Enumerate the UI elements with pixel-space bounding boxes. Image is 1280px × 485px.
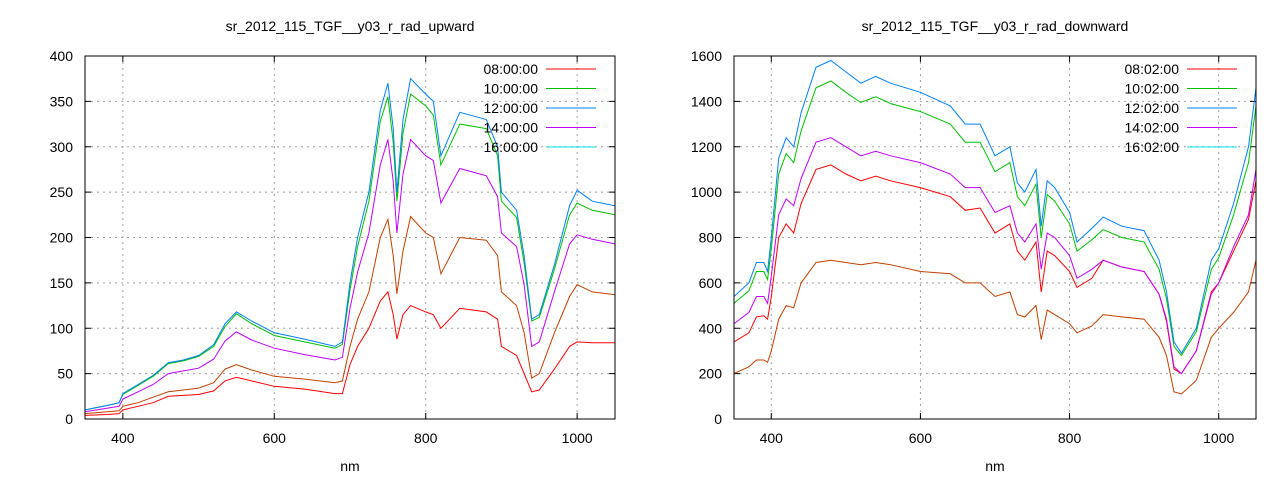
y-tick-label: 250 (50, 184, 74, 200)
y-tick-label: 150 (50, 275, 74, 291)
legend-label: 08:02:00 (1125, 61, 1180, 77)
y-tick-label: 50 (57, 366, 73, 382)
legend-label: 10:00:00 (484, 81, 539, 97)
series-line-10-02-00 (734, 80, 1256, 357)
plot-1: sr_2012_115_TGF__y03_r_rad_upward 400 600 8… (50, 18, 616, 474)
x-axis-label: nm (985, 458, 1004, 474)
legend-entry: 10:02:00 (1125, 81, 1237, 97)
series-line-12-02-00 (734, 59, 1256, 355)
legend-label: 12:02:00 (1125, 100, 1180, 116)
x-tick-label: 600 (263, 430, 287, 446)
y-tick-label: 1200 (691, 139, 722, 155)
legend-entry: 12:00:00 (484, 100, 596, 116)
legend-label: 14:02:00 (1125, 120, 1180, 136)
legend-label: 12:00:00 (484, 100, 539, 116)
y-tick-label: 800 (699, 230, 723, 246)
y-tick-label: 200 (699, 366, 723, 382)
legend-entry: 08:00:00 (484, 61, 596, 77)
legend-entry: 16:02:00 (1125, 139, 1237, 155)
legend-entry: 12:02:00 (1125, 100, 1237, 116)
series-line-14-02-00 (734, 137, 1256, 375)
y-tick-label: 1000 (691, 184, 722, 200)
x-tick-label: 1000 (562, 430, 593, 446)
series-line-12-00-00 (85, 77, 615, 411)
chart-title: sr_2012_115_TGF__y03_r_rad_upward (226, 18, 475, 34)
plot-border (84, 55, 616, 420)
y-tick-label: 400 (50, 48, 74, 64)
series-line-14-00-00 (85, 138, 615, 413)
legend-entry: 10:00:00 (484, 81, 596, 97)
legend-label: 08:00:00 (484, 61, 539, 77)
legend-label: 10:02:00 (1125, 81, 1180, 97)
plot-border (733, 55, 1257, 420)
chart-title: sr_2012_115_TGF__y03_r_rad_downward (862, 18, 1129, 34)
y-tick-label: 400 (699, 320, 723, 336)
y-tick-label: 350 (50, 93, 74, 109)
legend-entry: 14:02:00 (1125, 120, 1237, 136)
y-tick-label: 1400 (691, 93, 722, 109)
legend-entry: 08:02:00 (1125, 61, 1237, 77)
y-tick-label: 100 (50, 320, 74, 336)
plot-2: sr_2012_115_TGF__y03_r_rad_downward 400 60… (691, 18, 1257, 474)
series-line-08-00-00 (85, 290, 615, 416)
series-line-16-00-00 (85, 215, 615, 415)
y-tick-label: 0 (714, 411, 722, 427)
series-line-08-02-00 (734, 164, 1256, 375)
y-tick-label: 0 (65, 411, 73, 427)
y-tick-label: 200 (50, 230, 74, 246)
series-line-10-00-00 (85, 93, 615, 411)
series-line-16-02-00 (734, 259, 1256, 395)
legend-entry: 14:00:00 (484, 120, 596, 136)
x-tick-label: 1000 (1203, 430, 1234, 446)
x-tick-label: 800 (414, 430, 438, 446)
legend-label: 14:00:00 (484, 120, 539, 136)
x-tick-label: 800 (1058, 430, 1082, 446)
y-tick-label: 300 (50, 139, 74, 155)
x-tick-label: 400 (111, 430, 135, 446)
x-tick-label: 400 (760, 430, 784, 446)
y-tick-label: 600 (699, 275, 723, 291)
legend-label: 16:00:00 (484, 139, 539, 155)
legend-label: 16:02:00 (1125, 139, 1180, 155)
y-tick-label: 1600 (691, 48, 722, 64)
x-tick-label: 600 (909, 430, 933, 446)
x-axis-label: nm (340, 458, 359, 474)
legend-entry: 16:00:00 (484, 139, 596, 155)
